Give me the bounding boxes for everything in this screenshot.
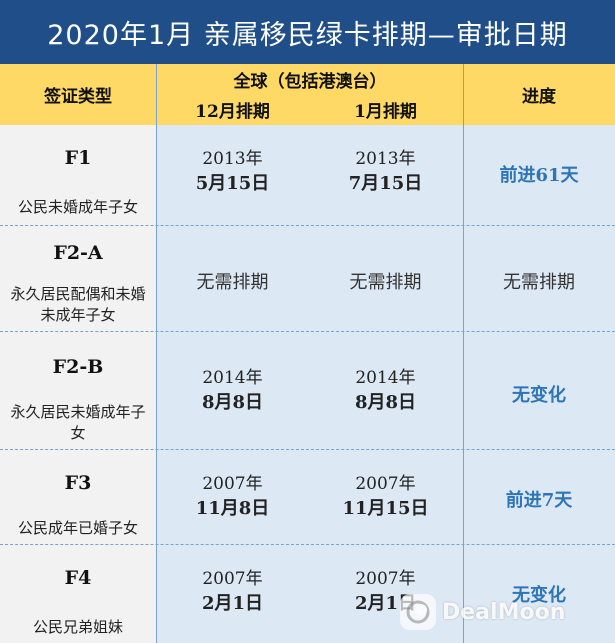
visa-code: F2-B <box>52 356 104 378</box>
visa-code: F1 <box>64 147 92 169</box>
date-year: 2013年 <box>355 149 416 169</box>
header-january: 1月排期 <box>354 101 417 122</box>
january-date: 2014年 8月8日 <box>308 366 463 416</box>
row-divider <box>0 449 615 450</box>
date-year: 2014年 <box>202 368 263 388</box>
visa-code: F3 <box>64 472 92 494</box>
progress-value: 无变化 <box>512 585 566 606</box>
visa-desc: 公民兄弟姐妹 <box>32 618 123 636</box>
table-header: 签证类型 全球（包括港澳台） 12月排期 1月排期 进度 <box>0 64 615 126</box>
december-date: 2014年 8月8日 <box>157 366 308 416</box>
table-row: F1 公民未婚成年子女 2013年 5月15日 2013年 7月15日 前进61… <box>0 125 615 226</box>
dealmoon-watermark: DealMoon <box>400 590 612 634</box>
december-date: 2013年 5月15日 <box>157 147 308 197</box>
january-date: 2007年 11月15日 <box>308 472 463 522</box>
visa-desc: 公民未婚成年子女 <box>17 198 138 216</box>
visa-code: F4 <box>64 567 92 589</box>
date-month-day: 5月15日 <box>195 173 270 194</box>
watermark-text: DealMoon <box>442 599 566 625</box>
column-divider <box>156 64 157 643</box>
progress-value: 无变化 <box>512 385 566 406</box>
table-row: F2-B 永久居民未婚成年子女 2014年 8月8日 2014年 8月8日 无变… <box>0 332 615 450</box>
visa-code: F2-A <box>53 242 103 264</box>
january-date: 无需排期 <box>349 272 422 293</box>
table-body: F1 公民未婚成年子女 2013年 5月15日 2013年 7月15日 前进61… <box>0 125 615 643</box>
dealmoon-logo-icon <box>400 594 436 630</box>
december-date: 2007年 11月8日 <box>157 472 308 522</box>
row-divider <box>0 544 615 545</box>
visa-desc: 永久居民未婚成年子女 <box>10 403 146 442</box>
page-title: 2020年1月 亲属移民绿卡排期—审批日期 <box>0 0 615 64</box>
visa-desc: 永久居民配偶和未婚未成年子女 <box>10 285 146 324</box>
column-divider <box>463 64 464 643</box>
table-row: F2-A 永久居民配偶和未婚未成年子女 无需排期 无需排期 无需排期 <box>0 226 615 332</box>
date-year: 2007年 <box>355 474 416 494</box>
date-month-day: 8月8日 <box>354 392 417 413</box>
header-global: 全球（包括港澳台） <box>233 71 387 92</box>
header-progress: 进度 <box>522 87 556 107</box>
date-month-day: 7月15日 <box>348 173 423 194</box>
progress-value: 无需排期 <box>503 272 575 293</box>
date-year: 2013年 <box>202 149 263 169</box>
date-year: 2007年 <box>355 569 416 589</box>
row-divider <box>0 331 615 332</box>
visa-desc: 公民成年已婚子女 <box>17 519 138 537</box>
date-month-day: 8月8日 <box>201 392 264 413</box>
december-date: 无需排期 <box>196 272 269 293</box>
progress-value: 前进7天 <box>505 490 573 511</box>
date-year: 2014年 <box>355 368 416 388</box>
december-date: 2007年 2月1日 <box>157 567 308 617</box>
row-divider <box>0 225 615 226</box>
january-date: 2013年 7月15日 <box>308 147 463 197</box>
progress-value: 前进61天 <box>499 165 579 186</box>
date-year: 2007年 <box>202 474 263 494</box>
date-year: 2007年 <box>202 569 263 589</box>
table-row: F4 公民兄弟姐妹 2007年 2月1日 2007年 2月1日 无变化 <box>0 545 615 643</box>
date-month-day: 2月1日 <box>201 593 264 614</box>
table-row: F3 公民成年已婚子女 2007年 11月8日 2007年 11月15日 前进7… <box>0 450 615 545</box>
header-december: 12月排期 <box>195 101 270 122</box>
date-month-day: 11月15日 <box>342 498 429 519</box>
date-month-day: 11月8日 <box>195 498 270 519</box>
header-visa-type: 签证类型 <box>44 87 112 107</box>
